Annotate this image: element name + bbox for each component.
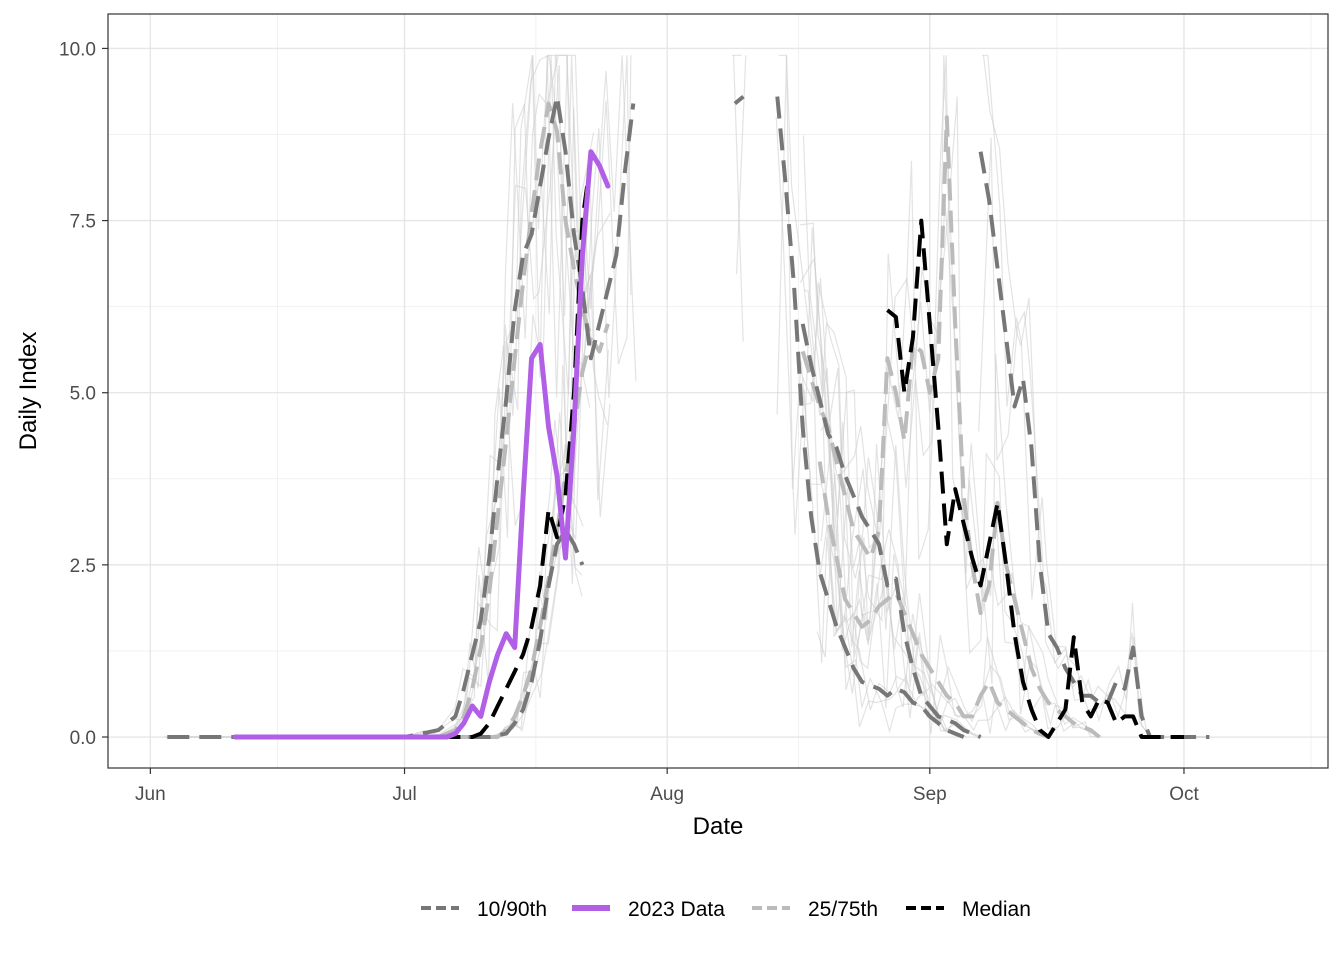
- legend: 10/90th 2023 Data 25/75th Median: [421, 898, 1031, 921]
- series-line-25-75th: [817, 461, 1050, 739]
- series-line-25-75th: [800, 115, 1101, 739]
- historical-year-line: [978, 137, 1210, 738]
- y-tick-label: 5.0: [70, 384, 96, 405]
- x-axis-title: Date: [693, 813, 744, 840]
- series-lines: [167, 94, 1210, 740]
- historical-year-line: [820, 445, 1050, 738]
- historical-years-lines: [164, 54, 1210, 738]
- series-line-median: [438, 158, 593, 739]
- historical-year-line: [982, 55, 1207, 738]
- series-line-10-90th: [733, 95, 745, 106]
- series-line-25-75th: [437, 101, 610, 739]
- historical-year-line: [438, 55, 609, 738]
- x-tick-label: Sep: [913, 784, 947, 805]
- legend-label: 25/75th: [808, 898, 878, 921]
- axes: Jun Jul Aug Sep Oct 0.0 2.5 5.0 7.5 10.0: [59, 39, 1199, 805]
- series-line-10-90th: [775, 96, 965, 739]
- series-line-10-90th: [167, 94, 636, 739]
- x-tick-label: Oct: [1169, 784, 1199, 805]
- y-axis-title: Daily Index: [15, 332, 42, 451]
- y-tick-label: 0.0: [70, 728, 96, 749]
- historical-year-line: [167, 54, 637, 738]
- grid: [108, 14, 1328, 768]
- historical-year-line: [166, 54, 632, 738]
- series-line-median: [886, 218, 1184, 739]
- x-tick-label: Jun: [135, 784, 166, 805]
- historical-year-line: [820, 417, 1047, 738]
- legend-label: 10/90th: [477, 898, 547, 921]
- series-line-10-90th: [978, 151, 1210, 739]
- series-line-10-90th: [800, 323, 982, 739]
- series-line-10-90th: [404, 528, 585, 739]
- x-tick-label: Jul: [392, 784, 416, 805]
- legend-label: Median: [962, 898, 1031, 921]
- y-tick-label: 2.5: [70, 556, 96, 577]
- historical-year-line: [804, 55, 1100, 738]
- historical-year-line: [736, 55, 747, 275]
- y-tick-label: 7.5: [70, 212, 96, 233]
- historical-year-line: [439, 54, 611, 738]
- series-line-2023-data: [232, 149, 611, 740]
- historical-year-line: [801, 282, 983, 738]
- plot-panel-border: [107, 13, 1329, 769]
- historical-year-line: [436, 54, 611, 738]
- x-tick-label: Aug: [650, 784, 684, 805]
- legend-label: 2023 Data: [628, 898, 725, 921]
- historical-year-line: [436, 64, 608, 738]
- historical-year-line: [799, 96, 1101, 738]
- y-tick-label: 10.0: [59, 39, 96, 60]
